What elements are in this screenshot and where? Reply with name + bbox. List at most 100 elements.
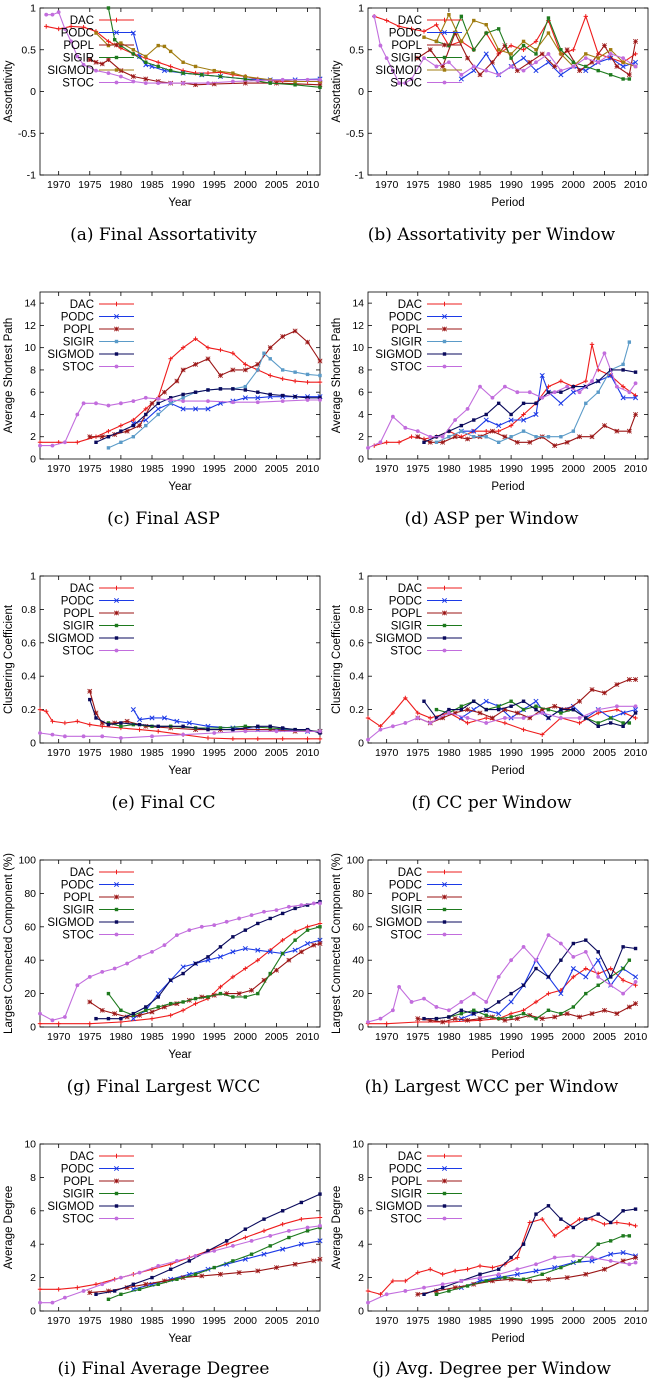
legend-label-podc: PODC — [61, 880, 94, 892]
panel-i-ytick-label: 0 — [30, 1306, 36, 1318]
panel-g-data-point — [267, 949, 273, 955]
panel-f-data-point — [601, 690, 607, 696]
panel-e-xtick-label: 1995 — [203, 747, 227, 759]
panel-c-data-point — [293, 394, 297, 399]
panel-b-data-point — [621, 77, 625, 81]
panel-b-data-point — [459, 72, 464, 77]
panel-h-data-point — [621, 966, 625, 971]
panel-c-data-point — [168, 398, 173, 402]
panel-f-data-point — [559, 711, 563, 715]
panel-f-data-point — [621, 724, 625, 728]
panel-j-xtick-label: 2005 — [593, 1315, 617, 1327]
panel-b-data-point — [584, 52, 588, 56]
panel-g-data-point — [106, 991, 111, 996]
panel-h-data-point — [595, 957, 601, 963]
panel-j-data-point — [608, 1251, 614, 1257]
panel-f-ytick-label: 0.4 — [349, 671, 364, 683]
panel-d-data-point — [428, 434, 433, 439]
panel-e-data-point — [94, 716, 98, 720]
panel-b-data-point — [564, 47, 570, 53]
legend-marker-podc — [441, 597, 448, 604]
panel-j-data-point — [440, 1272, 445, 1277]
panel-c-series-popl — [87, 328, 323, 440]
panel-h-ytick-label: 100 — [346, 855, 364, 867]
panel-f-ytick-label: 1 — [358, 571, 364, 583]
legend-marker-podc — [441, 29, 448, 36]
panel-c-data-point — [94, 401, 98, 406]
panel-c-data-point — [262, 351, 266, 355]
panel-j-data-point — [590, 1255, 594, 1260]
panel-h-xtick-label: 2010 — [624, 1031, 648, 1043]
panel-d-data-point — [596, 379, 600, 383]
panel-i-xtick-label: 1980 — [109, 1315, 133, 1327]
panel-c-data-point — [99, 434, 105, 440]
panel-h-data-point — [601, 1007, 607, 1013]
panel-h-data-point — [608, 983, 613, 988]
panel-d-data-point — [489, 428, 495, 434]
panel-c-data-point — [205, 345, 211, 350]
panel-j-data-point — [378, 1292, 383, 1297]
panel-b-data-point — [633, 59, 639, 65]
panel-d-data-point — [540, 395, 545, 400]
panel-a-ytick-label: 0.5 — [21, 44, 36, 56]
panel-i-data-point — [287, 1235, 291, 1240]
panel-e-xtick-label: 1980 — [109, 747, 133, 759]
panel-d-data-point — [366, 445, 370, 450]
legend-marker-stoc — [442, 932, 447, 937]
panel-i-data-point — [286, 1228, 291, 1233]
panel-a-data-point — [193, 82, 199, 88]
panel-i-data-point — [212, 1248, 217, 1253]
panel-h-data-point — [521, 1011, 526, 1016]
panel-i-data-point — [298, 1241, 304, 1247]
panel-e-chart: 0 0.2 0.4 0.6 0.8 1 1970 1975 1980 1985 1990 1995 20… — [3, 571, 323, 777]
panel-b-data-point — [571, 60, 576, 64]
panel-d-data-point — [396, 440, 402, 445]
panel-c-data-point — [87, 434, 93, 440]
panel-b-data-point — [546, 52, 551, 56]
panel-d-data-point — [589, 342, 595, 347]
panel-h-data-point — [521, 983, 526, 987]
panel-b-data-point — [509, 64, 514, 69]
panel-j-series-dac — [365, 1216, 638, 1297]
panel-h-data-point — [571, 974, 576, 980]
panel-c-data-point — [131, 399, 136, 404]
panel-i-data-point — [199, 1273, 205, 1279]
panel-j-data-point — [620, 1249, 626, 1256]
panel-g-data-point — [118, 1019, 124, 1025]
panel-b-data-point — [608, 48, 613, 52]
panel-c-data-point — [205, 356, 211, 362]
panel-b-data-point — [483, 51, 489, 57]
panel-d-data-point — [440, 434, 445, 439]
panel-i-ytick-label: 10 — [24, 1139, 36, 1151]
panel-c-data-point — [231, 387, 235, 391]
panel-b-data-point — [559, 48, 563, 52]
panel-g-data-point — [87, 1021, 92, 1026]
panel-g-data-point — [161, 1004, 167, 1010]
panel-b-data-point — [552, 63, 558, 69]
panel-e-data-point — [156, 724, 160, 728]
panel-j-data-point — [596, 1212, 600, 1216]
panel-f-xtick-label: 1980 — [437, 747, 461, 759]
panel-e-data-point — [243, 724, 248, 728]
panel-h-series-sigmod — [422, 938, 638, 1021]
panel-j-data-point — [527, 1278, 533, 1284]
panel-f-ylabel: Clustering Coefficient — [331, 604, 343, 714]
panel-i-data-point — [224, 1239, 229, 1243]
legend-label-sigmod: SIGMOD — [47, 633, 94, 645]
panel-h-data-point — [564, 1011, 570, 1017]
panel-g-data-point — [261, 977, 267, 983]
legend-label-sigir: SIGIR — [63, 905, 94, 917]
panel-d-caption: (d) ASP per Window — [404, 509, 579, 529]
panel-i-data-point — [236, 1270, 242, 1276]
panel-a-series-line — [95, 32, 320, 83]
panel-j-data-point — [608, 1239, 613, 1243]
panel-j-xtick-label: 1970 — [375, 1315, 399, 1327]
panel-g-data-point — [231, 935, 235, 939]
panel-f-data-point — [540, 732, 545, 737]
panel-e-data-point — [181, 732, 186, 737]
panel-c-data-point — [144, 423, 148, 428]
panel-f-xtick-label: 1975 — [406, 747, 430, 759]
panel-a-data-point — [75, 54, 80, 59]
panel-f-series-stoc — [366, 704, 638, 742]
